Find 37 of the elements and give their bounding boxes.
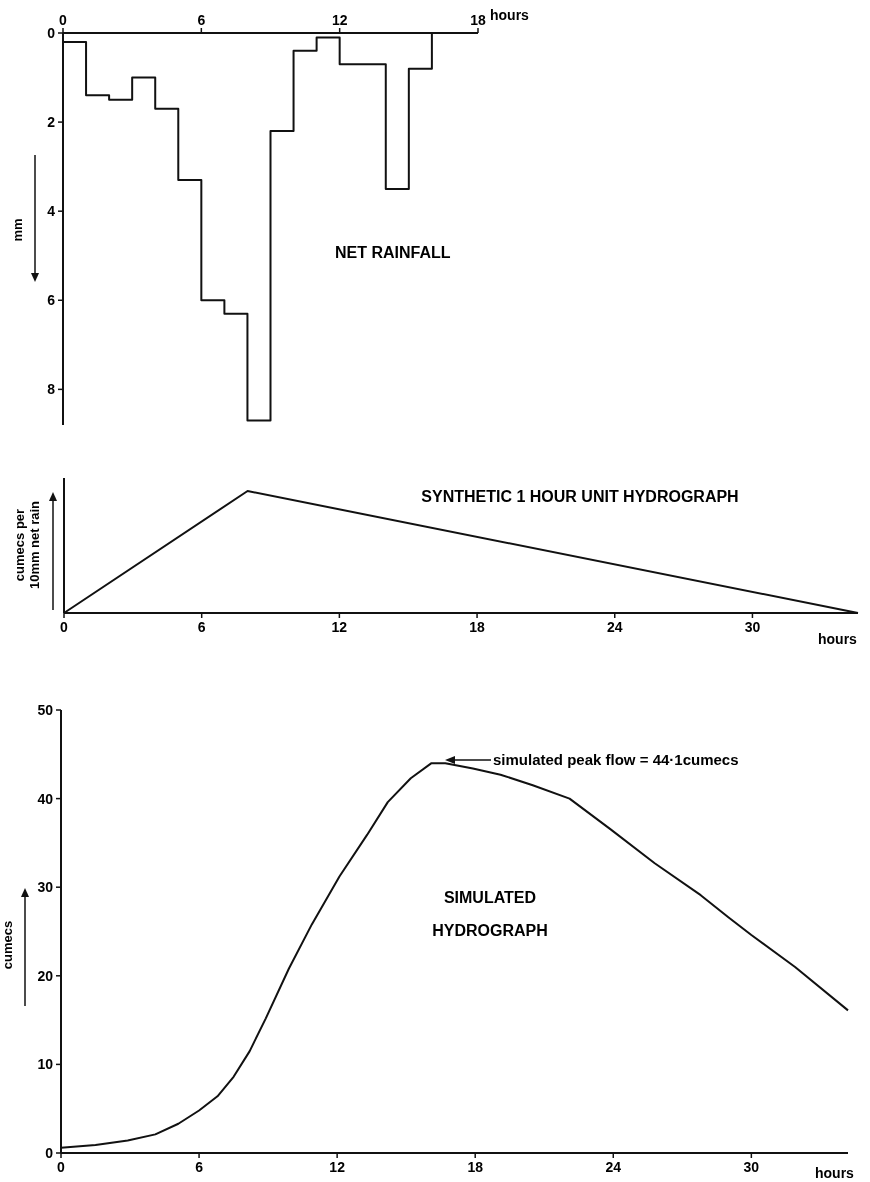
x-tick-label: 30 (744, 619, 761, 635)
x-tick-label: 0 (60, 619, 69, 635)
x-axis-title: hours (815, 1165, 855, 1181)
x-tick-label: 0 (57, 1159, 66, 1175)
y-tick-label: 2 (47, 114, 56, 131)
x-tick-label: 6 (195, 1159, 204, 1175)
y-tick-label: 40 (37, 790, 54, 807)
x-tick-label: 24 (605, 1159, 622, 1175)
y-axis-title: cumecs (0, 920, 15, 970)
y-axis-title: mm (10, 218, 25, 242)
x-tick-label: 12 (331, 12, 348, 28)
y-tick-label: 4 (47, 203, 56, 220)
x-tick-label: 30 (743, 1159, 760, 1175)
y-tick-label: 0 (47, 25, 56, 41)
y-tick-label: 10 (37, 1056, 54, 1073)
chart-title: SYNTHETIC 1 HOUR UNIT HYDROGRAPH (421, 488, 739, 505)
x-tick-label: 18 (469, 619, 486, 635)
x-tick-label: 6 (197, 12, 206, 28)
text: SIMULATED HYDROGRAPH (432, 889, 548, 939)
y-tick-label: 20 (37, 967, 54, 984)
y-tick-label: 30 (37, 879, 54, 896)
y-tick-label: 8 (47, 381, 56, 398)
x-tick-label: 12 (329, 1159, 346, 1175)
x-tick-label: 18 (470, 12, 486, 28)
x-axis-title: hours (818, 631, 858, 647)
x-tick-label: 18 (467, 1159, 484, 1175)
y-axis-title: cumecs per 10mm net rain (12, 500, 42, 590)
y-tick-label: 0 (45, 1145, 54, 1161)
x-tick-label: 24 (606, 619, 623, 635)
x-tick-label: 12 (331, 619, 348, 635)
y-tick-label: 50 (37, 702, 54, 718)
x-axis-title: hours (490, 7, 530, 23)
annotation: simulated peak flow = 44·1cumecs (493, 751, 739, 768)
x-tick-label: 0 (59, 12, 68, 28)
text: NET RAINFALL (335, 244, 451, 261)
y-tick-label: 6 (47, 292, 56, 309)
x-tick-label: 6 (197, 619, 206, 635)
